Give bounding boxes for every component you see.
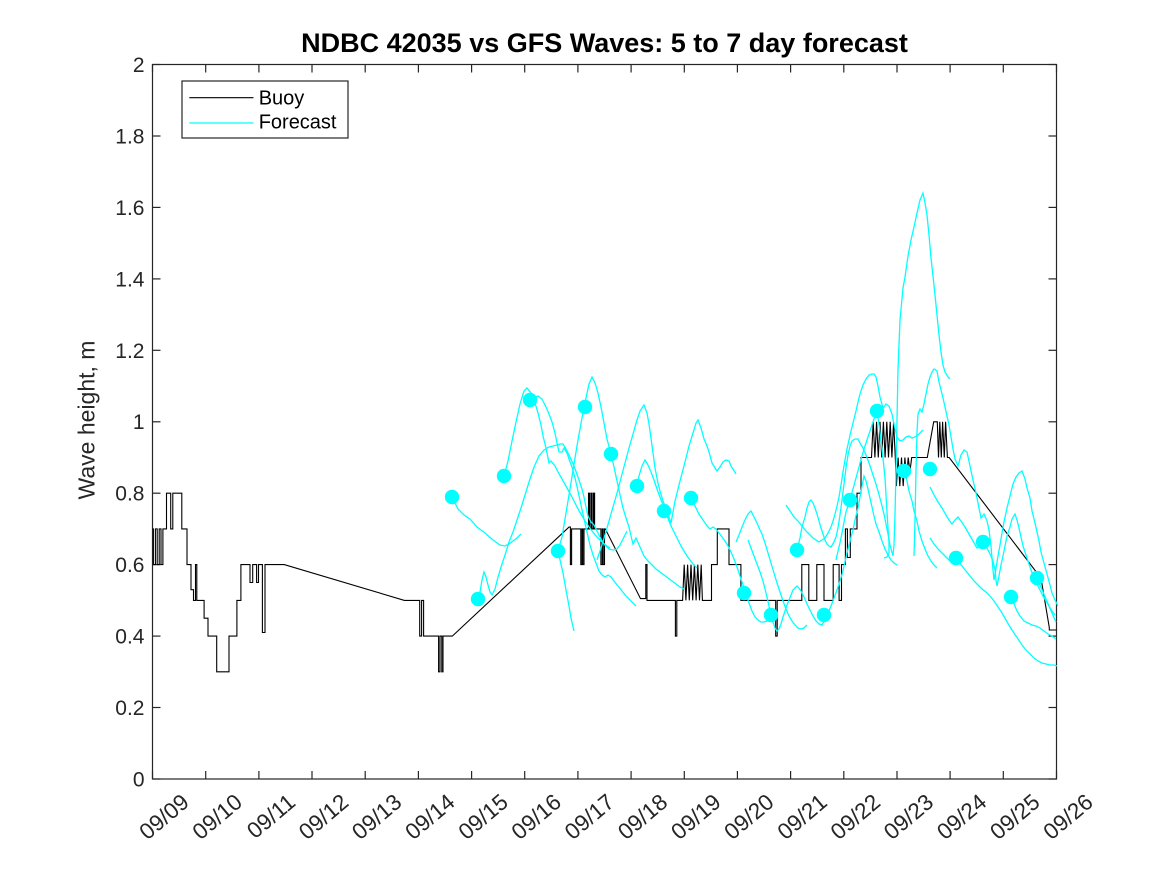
svg-text:09/11: 09/11: [242, 789, 300, 843]
svg-text:0.4: 0.4: [115, 626, 145, 649]
svg-text:09/10: 09/10: [188, 789, 247, 844]
svg-text:Buoy: Buoy: [259, 87, 305, 109]
svg-text:1.2: 1.2: [115, 340, 144, 363]
svg-text:1.4: 1.4: [115, 268, 145, 291]
svg-text:1: 1: [133, 411, 145, 434]
svg-text:09/20: 09/20: [719, 789, 778, 844]
svg-text:0.8: 0.8: [115, 483, 144, 506]
svg-text:09/24: 09/24: [932, 789, 991, 844]
svg-text:1.6: 1.6: [115, 197, 144, 220]
svg-text:0.6: 0.6: [115, 554, 144, 577]
svg-text:09/18: 09/18: [613, 789, 672, 844]
svg-text:09/21: 09/21: [773, 789, 832, 844]
svg-text:09/25: 09/25: [985, 789, 1044, 844]
svg-text:09/09: 09/09: [135, 789, 194, 844]
svg-text:09/16: 09/16: [507, 789, 566, 844]
svg-text:09/15: 09/15: [454, 789, 513, 844]
svg-text:0: 0: [133, 769, 145, 792]
svg-text:09/23: 09/23: [879, 789, 938, 844]
svg-text:09/17: 09/17: [560, 789, 619, 844]
svg-text:09/12: 09/12: [294, 789, 353, 844]
svg-text:2: 2: [133, 54, 145, 77]
svg-text:NDBC 42035 vs GFS Waves: 5 to: NDBC 42035 vs GFS Waves: 5 to 7 day fore…: [301, 28, 908, 58]
svg-text:09/19: 09/19: [666, 789, 725, 844]
svg-text:Wave height, m: Wave height, m: [74, 341, 100, 500]
svg-text:1.8: 1.8: [115, 126, 144, 149]
svg-text:09/14: 09/14: [400, 789, 459, 844]
svg-text:09/26: 09/26: [1039, 789, 1098, 844]
svg-text:Forecast: Forecast: [259, 112, 337, 134]
svg-text:09/22: 09/22: [826, 789, 885, 844]
svg-text:09/13: 09/13: [347, 789, 406, 844]
svg-text:0.2: 0.2: [115, 697, 144, 720]
